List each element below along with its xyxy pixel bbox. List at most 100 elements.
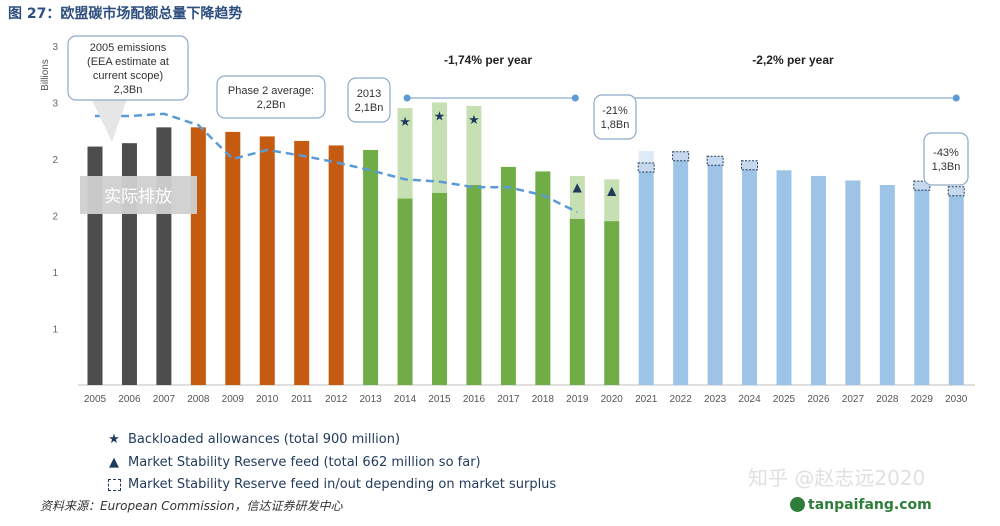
x-tick-label: 2006 <box>118 394 141 405</box>
bar-2027 <box>845 180 861 385</box>
msr-box-2022 <box>672 151 690 162</box>
x-tick-label: 2016 <box>463 394 486 405</box>
y-tick-label: 1 <box>52 268 58 279</box>
legend-label: Backloaded allowances (total 900 million… <box>128 432 401 447</box>
bar-2012 <box>328 145 344 385</box>
x-tick-label: 2013 <box>359 394 382 405</box>
trend-line-endpoint <box>403 94 411 102</box>
x-tick-label: 2015 <box>428 394 451 405</box>
watermark-logo-icon <box>790 497 805 512</box>
msr-triangle-2020: ▲ <box>607 183 617 197</box>
bar-2018 <box>535 171 551 385</box>
bar-2022 <box>673 156 689 385</box>
msr-triangle-2019: ▲ <box>573 180 583 194</box>
x-tick-label: 2027 <box>842 394 865 405</box>
annotation-text: -43% <box>933 147 959 159</box>
bar-stack-2016 <box>466 105 482 185</box>
annotation-text: 2,1Bn <box>355 102 384 114</box>
x-tick-label: 2022 <box>670 394 693 405</box>
annotation-text: 2005 emissions <box>90 42 167 54</box>
annotation-box <box>216 75 326 119</box>
bar-2029 <box>914 189 930 385</box>
bar-2014 <box>397 198 413 385</box>
y-tick-label: 2 <box>52 155 58 166</box>
bar-2026 <box>810 175 826 385</box>
x-tick-label: 2030 <box>945 394 968 405</box>
msr-box-2021 <box>637 162 655 173</box>
msr-box-2029 <box>913 180 931 191</box>
x-tick-label: 2020 <box>601 394 624 405</box>
x-tick-label: 2011 <box>291 394 313 405</box>
legend-item-msr-inout: Market Stability Reserve feed in/out dep… <box>106 477 556 492</box>
x-tick-label: 2007 <box>153 394 176 405</box>
x-tick-label: 2025 <box>773 394 796 405</box>
watermark-text: 知乎 @赵志远2020 <box>748 466 926 490</box>
bar-2024 <box>742 165 758 385</box>
legend-item-backloaded: ★ Backloaded allowances (total 900 millio… <box>106 432 400 447</box>
bar-2011 <box>294 140 310 385</box>
star-icon: ★ <box>108 432 120 447</box>
annotation-text: current scope) <box>93 70 163 82</box>
bar-2025 <box>776 170 792 385</box>
triangle-icon: ▲ <box>109 455 119 470</box>
bar-2021 <box>638 168 654 385</box>
x-tick-label: 2014 <box>394 394 417 405</box>
legend-item-msr: ▲ Market Stability Reserve feed (total 66… <box>106 455 481 470</box>
bar-stack-2020 <box>604 179 620 222</box>
watermark-url: tanpaifang.com <box>808 497 932 513</box>
annotation-text: 2,3Bn <box>114 84 143 96</box>
bar-2017 <box>500 166 516 385</box>
bar-2009 <box>225 131 241 385</box>
x-tick-label: 2021 <box>635 394 658 405</box>
annotation-text: Phase 2 average: <box>228 85 314 97</box>
annotation-box <box>923 132 969 186</box>
source-note: 资料来源：European Commission，信达证券研发中心 <box>40 499 343 513</box>
backloaded-star-2014: ★ <box>399 115 411 130</box>
msr-box-2023 <box>706 155 724 166</box>
backloaded-star-2016: ★ <box>468 113 480 128</box>
bar-2019 <box>569 218 585 385</box>
actual-emissions-label-box <box>80 176 197 214</box>
x-tick-label: 2008 <box>187 394 210 405</box>
trend-label: -2,2% per year <box>752 53 834 67</box>
backloaded-star-2015: ★ <box>434 110 446 125</box>
trend-line-endpoint <box>952 94 960 102</box>
annotation-text: 2013 <box>357 88 381 100</box>
bar-2008 <box>190 127 206 386</box>
x-tick-label: 2029 <box>911 394 934 405</box>
y-tick-label: 3 <box>52 99 58 110</box>
y-axis-label: Billions <box>40 59 51 91</box>
msr-box-2030 <box>947 186 965 197</box>
bar-2028 <box>879 184 895 385</box>
legend-label: Market Stability Reserve feed in/out dep… <box>128 477 557 492</box>
bar-2023 <box>707 161 723 385</box>
bar-2015 <box>432 192 447 385</box>
y-tick-label: 2 <box>52 212 58 223</box>
legend-label: Market Stability Reserve feed (total 662… <box>128 455 481 470</box>
annotation-text: -21% <box>602 105 628 117</box>
bar-2030 <box>948 194 964 385</box>
bar-2013 <box>363 149 379 385</box>
bar-stack-2015 <box>432 102 447 193</box>
x-tick-label: 2005 <box>84 394 107 405</box>
y-tick-label: 1 <box>52 325 58 336</box>
actual-emissions-line <box>95 112 578 214</box>
figure-title: 图 27：欧盟碳市场配额总量下降趋势 <box>8 6 243 22</box>
msr-box-2024 <box>741 160 759 171</box>
bar-stack-2014 <box>397 108 413 199</box>
x-tick-label: 2017 <box>497 394 520 405</box>
x-tick-label: 2019 <box>566 394 589 405</box>
annotation-text: 1,8Bn <box>601 119 630 131</box>
annotation-text: (EEA estimate at <box>87 56 169 68</box>
x-tick-label: 2018 <box>532 394 555 405</box>
x-tick-label: 2010 <box>256 394 279 405</box>
x-tick-label: 2028 <box>876 394 899 405</box>
bar-2020 <box>604 221 620 385</box>
x-tick-label: 2024 <box>738 394 761 405</box>
dashed-box-icon <box>106 477 122 492</box>
y-tick-label: 3 <box>52 42 58 53</box>
bar-2007 <box>156 127 172 386</box>
x-tick-label: 2026 <box>807 394 830 405</box>
actual-emissions-label: 实际排放 <box>104 187 172 207</box>
